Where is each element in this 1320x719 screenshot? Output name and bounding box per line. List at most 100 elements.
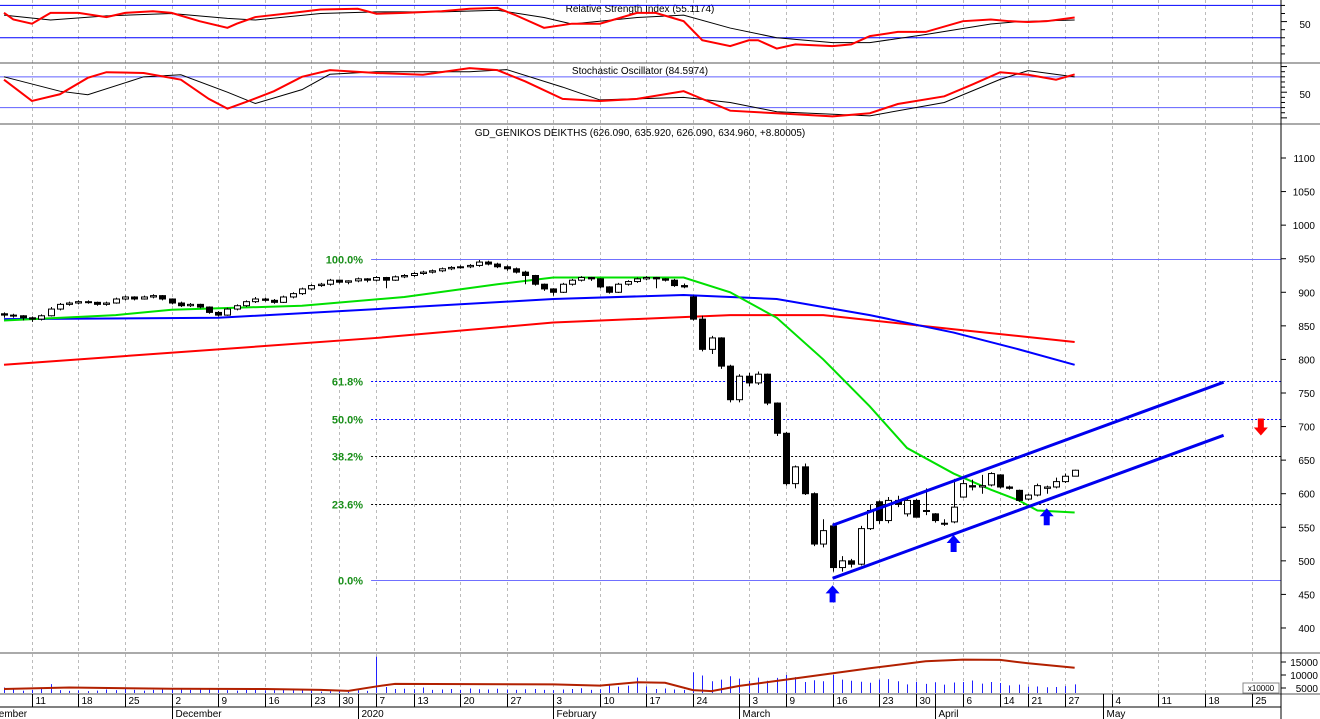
candlestick[interactable] [504, 265, 511, 271]
candlestick[interactable] [597, 278, 604, 289]
trend-channel-line[interactable] [832, 433, 1225, 580]
candlestick[interactable] [392, 275, 399, 281]
candlestick[interactable] [876, 500, 883, 524]
candlestick[interactable] [1044, 485, 1051, 494]
candlestick[interactable] [420, 270, 427, 275]
moving-average-line[interactable] [3, 314, 1075, 366]
candlestick[interactable] [606, 286, 613, 294]
candlestick[interactable] [736, 374, 743, 403]
candlestick[interactable] [532, 274, 539, 286]
candlestick[interactable] [494, 262, 501, 269]
candlestick[interactable] [1016, 489, 1023, 502]
candlestick[interactable] [113, 297, 120, 304]
candlestick[interactable] [141, 295, 148, 300]
moving-average-line[interactable] [3, 276, 1075, 514]
main-line[interactable] [3, 67, 1075, 118]
candlestick[interactable] [38, 314, 45, 321]
candlestick[interactable] [578, 276, 585, 282]
candlestick[interactable] [755, 371, 762, 385]
candlestick[interactable] [997, 474, 1004, 489]
candlestick[interactable] [709, 335, 716, 355]
rsi-panel[interactable]: Relative Strength Index (55.1174) [0, 4, 1281, 50]
candlestick[interactable] [634, 277, 641, 283]
candlestick[interactable] [522, 270, 529, 285]
candlestick[interactable] [904, 497, 911, 517]
stochastic-panel[interactable]: Stochastic Oscillator (84.5974) [0, 66, 1281, 118]
candlestick[interactable] [345, 280, 352, 285]
trend-channel-line[interactable] [832, 380, 1225, 527]
candlestick[interactable] [820, 519, 827, 548]
candlestick[interactable] [569, 278, 576, 286]
candlestick[interactable] [1, 312, 8, 318]
candlestick[interactable] [643, 276, 650, 281]
candlestick[interactable] [830, 523, 837, 572]
candlestick[interactable] [318, 282, 325, 287]
candlestick[interactable] [969, 479, 976, 491]
main-line[interactable] [3, 6, 1075, 50]
candlestick[interactable] [234, 304, 241, 311]
candlestick[interactable] [355, 277, 362, 283]
candlestick[interactable] [615, 282, 622, 293]
candlestick[interactable] [271, 298, 278, 304]
candlestick[interactable] [197, 303, 204, 309]
candlestick[interactable] [299, 287, 306, 295]
volume-moving-average-line[interactable] [3, 658, 1075, 693]
candlestick[interactable] [373, 276, 380, 282]
candlestick[interactable] [20, 315, 27, 321]
price-panel[interactable]: GD_GENIKOS DEIKTHS (626.090, 635.920, 62… [1, 128, 1282, 603]
candlestick[interactable] [103, 301, 110, 306]
candlestick[interactable] [485, 260, 492, 266]
candlestick[interactable] [448, 266, 455, 271]
candlestick[interactable] [792, 465, 799, 489]
candlestick[interactable] [811, 492, 818, 547]
candlestick[interactable] [383, 276, 390, 289]
candlestick[interactable] [1072, 469, 1079, 477]
candlestick[interactable] [364, 278, 371, 283]
arrow-up-icon[interactable] [946, 535, 961, 553]
candlestick[interactable] [280, 295, 287, 304]
candlestick[interactable] [951, 478, 958, 524]
candlestick[interactable] [690, 295, 697, 321]
candlestick[interactable] [858, 525, 865, 566]
candlestick[interactable] [541, 283, 548, 291]
candlestick[interactable] [662, 278, 669, 282]
candlestick[interactable] [681, 283, 688, 289]
candlestick[interactable] [979, 474, 986, 494]
candlestick[interactable] [429, 269, 436, 274]
candlestick[interactable] [66, 301, 73, 306]
candlestick[interactable] [187, 303, 194, 308]
candlestick[interactable] [169, 298, 176, 305]
arrow-up-icon[interactable] [825, 585, 840, 603]
candlestick[interactable] [48, 307, 55, 317]
candlestick[interactable] [439, 267, 446, 273]
candlestick[interactable] [159, 294, 166, 301]
candlestick[interactable] [308, 284, 315, 291]
candlestick[interactable] [550, 288, 557, 296]
candlestick[interactable] [85, 300, 92, 304]
candlestick[interactable] [131, 296, 138, 301]
signal-line[interactable] [3, 9, 1075, 44]
candlestick[interactable] [150, 294, 157, 299]
candlestick[interactable] [252, 296, 259, 304]
candlestick[interactable] [401, 274, 408, 279]
candlestick[interactable] [783, 431, 790, 486]
candlestick[interactable] [913, 499, 920, 518]
candlestick[interactable] [1053, 477, 1060, 489]
volume-panel[interactable] [3, 656, 1076, 693]
candlestick[interactable] [988, 472, 995, 487]
candlestick[interactable] [764, 373, 771, 406]
candlestick[interactable] [476, 260, 483, 267]
candlestick[interactable] [848, 558, 855, 568]
candlestick[interactable] [1025, 493, 1032, 501]
candlestick[interactable] [327, 278, 334, 286]
candlestick[interactable] [699, 315, 706, 352]
candlestick[interactable] [57, 303, 64, 311]
candlestick[interactable] [802, 463, 809, 496]
candlestick[interactable] [336, 279, 343, 284]
candlestick[interactable] [215, 311, 222, 317]
candlestick[interactable] [122, 295, 129, 301]
candlestick[interactable] [885, 497, 892, 524]
candlestick[interactable] [923, 488, 930, 516]
arrow-up-icon[interactable] [1039, 508, 1054, 526]
